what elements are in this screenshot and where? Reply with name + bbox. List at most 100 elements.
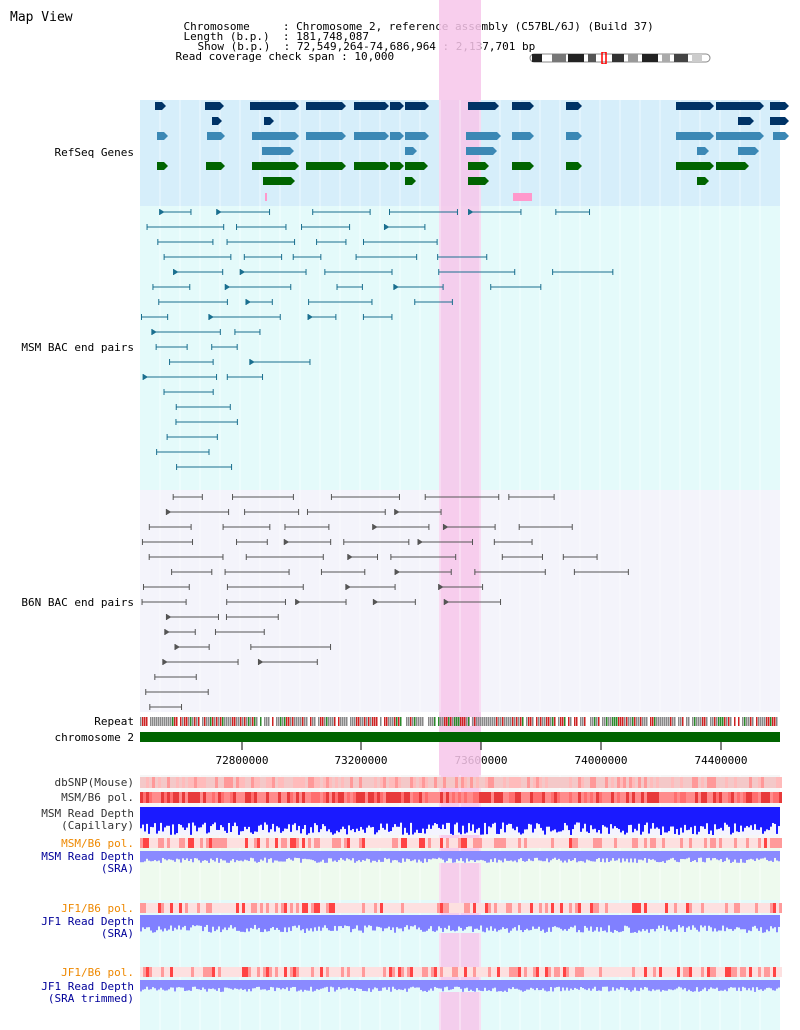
gene-strand-arrow [785, 117, 789, 125]
heat-cell [236, 903, 239, 913]
gene-exon-block [405, 132, 425, 140]
heat-cell [428, 967, 431, 977]
track-label-jf1-depth-trimmed[interactable]: JF1 Read Depth (SRA trimmed) [41, 981, 134, 1005]
depth-bar [150, 980, 152, 990]
repeat-mark [582, 717, 584, 726]
heat-cell [464, 903, 467, 913]
heat-cell [671, 967, 674, 977]
repeat-mark [158, 717, 160, 726]
repeat-mark [528, 717, 530, 726]
depth-bar [378, 915, 380, 927]
repeat-mark [370, 717, 372, 726]
heat-cell [542, 792, 545, 803]
depth-bar [332, 980, 334, 988]
depth-bar [494, 915, 496, 929]
depth-bar [296, 851, 298, 858]
heat-cell [704, 838, 707, 848]
depth-bar [178, 915, 180, 926]
track-label-msm-bac[interactable]: MSM BAC end pairs [21, 341, 134, 354]
depth-bar [620, 851, 622, 863]
depth-bar [740, 851, 742, 859]
chromosome-ideogram[interactable] [528, 52, 714, 64]
gene-exon-block [390, 162, 400, 170]
heat-cell [740, 792, 743, 803]
depth-bar [558, 915, 560, 928]
track-label-jf1-b6-pol-1[interactable]: JF1/B6 pol. [61, 902, 134, 915]
heat-cell [197, 777, 200, 788]
heat-cell [587, 777, 590, 788]
depth-bar [168, 807, 170, 826]
heat-cell [737, 792, 740, 803]
depth-bar [414, 851, 416, 860]
depth-bar [368, 807, 370, 826]
heat-cell [716, 903, 719, 913]
heat-cell [368, 792, 371, 803]
depth-bar [536, 807, 538, 824]
depth-bar [612, 980, 614, 988]
gene-exon-block [263, 177, 291, 185]
depth-bar [760, 807, 762, 828]
track-label-b6n-bac[interactable]: B6N BAC end pairs [21, 596, 134, 609]
depth-bar [236, 980, 238, 989]
depth-bar [480, 915, 482, 926]
repeat-mark [700, 717, 702, 726]
depth-bar [538, 915, 540, 927]
heat-cell [656, 777, 659, 788]
heat-cell [593, 838, 596, 848]
heat-cell [416, 903, 419, 913]
heat-cell [359, 838, 362, 848]
depth-bar [262, 915, 264, 933]
depth-bar [458, 851, 460, 861]
depth-bar [556, 980, 558, 988]
depth-bar [754, 807, 756, 825]
depth-bar [762, 807, 764, 834]
heat-cell [200, 792, 203, 803]
track-label-jf1-depth-sra[interactable]: JF1 Read Depth (SRA) [41, 916, 134, 940]
heat-cell [704, 903, 707, 913]
depth-bar [492, 807, 494, 824]
depth-bar [324, 851, 326, 863]
heat-cell [779, 967, 782, 977]
axis-tick-label: 74400000 [694, 754, 748, 767]
heat-cell [359, 903, 362, 913]
depth-bar [312, 807, 314, 833]
track-label-dbsnp[interactable]: dbSNP(Mouse) [54, 776, 134, 789]
depth-bar [482, 851, 484, 861]
depth-bar [520, 980, 522, 991]
repeat-mark [658, 717, 660, 726]
heat-cell [179, 792, 182, 803]
heat-cell [152, 903, 155, 913]
track-label-msm-depth-capillary[interactable]: MSM Read Depth (Capillary) [41, 808, 134, 832]
depth-bar [676, 980, 678, 989]
repeat-mark [716, 717, 718, 726]
depth-bar [712, 851, 714, 859]
track-label-refseq[interactable]: RefSeq Genes [54, 146, 134, 159]
track-label-jf1-b6-pol-2[interactable]: JF1/B6 pol. [61, 966, 134, 979]
heat-cell [596, 903, 599, 913]
repeat-mark [402, 717, 404, 726]
depth-bar [542, 915, 544, 930]
depth-bar [728, 980, 730, 989]
depth-bar [474, 915, 476, 929]
repeat-mark [616, 717, 618, 726]
track-label-msm-depth-sra[interactable]: MSM Read Depth (SRA) [41, 851, 134, 875]
depth-bar [402, 980, 404, 991]
depth-bar [432, 851, 434, 859]
depth-bar [746, 980, 748, 991]
heat-cell [527, 792, 530, 803]
heat-cell [557, 777, 560, 788]
heat-cell [185, 838, 188, 848]
heat-cell [536, 967, 539, 977]
depth-bar [432, 980, 434, 991]
b6n-bac-pair-arrow [394, 509, 400, 515]
heat-cell [176, 792, 179, 803]
depth-bar [188, 807, 190, 824]
track-label-msm-b6-pol-1[interactable]: MSM/B6 pol. [61, 791, 134, 804]
depth-bar [288, 980, 290, 991]
gene-exon-block [390, 102, 400, 110]
track-label-msm-b6-pol-2[interactable]: MSM/B6 pol. [61, 837, 134, 850]
depth-bar [486, 915, 488, 928]
heat-cell [146, 792, 149, 803]
depth-bar [594, 915, 596, 931]
